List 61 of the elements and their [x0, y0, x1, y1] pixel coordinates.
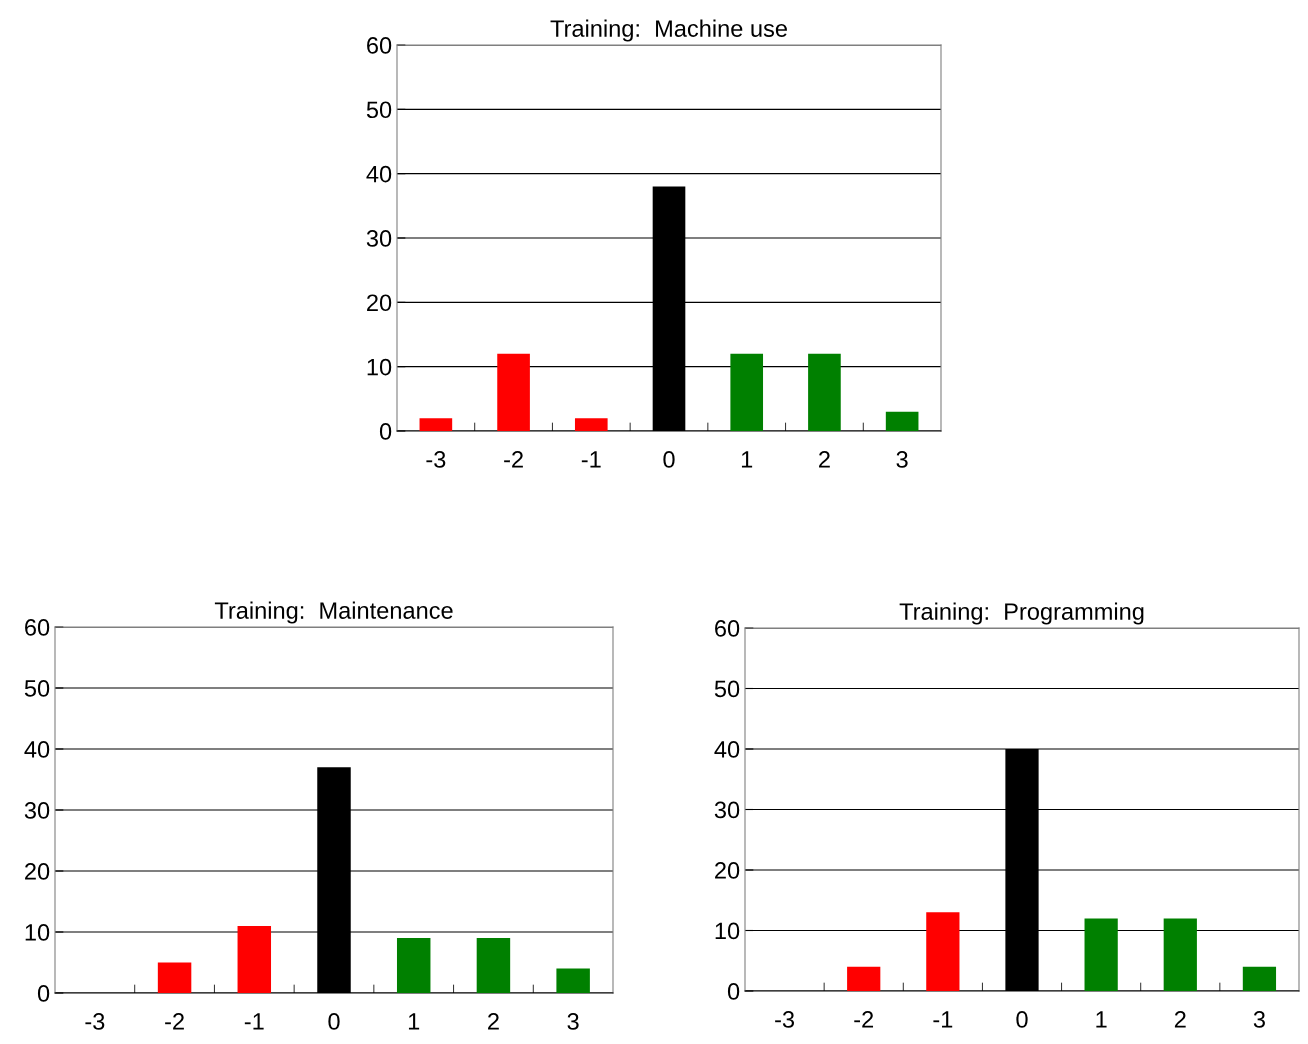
- x-tick-label: 0: [328, 1013, 340, 1030]
- y-tick-label: 0: [37, 985, 50, 1002]
- x-tick-label: 2: [819, 451, 830, 468]
- y-tick-label: 0: [727, 983, 740, 1000]
- y-tick-label: 50: [24, 680, 50, 697]
- y-tick-label: 40: [24, 741, 50, 758]
- x-tick-label: 2: [488, 1013, 499, 1030]
- bar: [926, 912, 960, 991]
- x-tick-label: -2: [504, 451, 523, 468]
- bar: [237, 925, 272, 993]
- x-tick-label: -3: [775, 1011, 795, 1028]
- y-tick-label: 40: [714, 741, 740, 758]
- x-tick-label: -3: [85, 1013, 105, 1030]
- bar: [1084, 918, 1118, 991]
- y-tick-label: 10: [367, 358, 392, 376]
- y-tick-label: 20: [25, 863, 50, 880]
- bar: [808, 353, 841, 431]
- x-tick-label: 3: [896, 451, 908, 468]
- y-tick-label: 60: [367, 37, 392, 54]
- x-tick-label: -1: [244, 1013, 264, 1030]
- x-tick-label: 2: [1174, 1011, 1186, 1028]
- x-tick-label: -1: [581, 451, 601, 468]
- chart-title: Training: Programming: [899, 602, 1144, 625]
- bar: [497, 353, 530, 431]
- x-tick-label: -2: [165, 1013, 184, 1030]
- x-tick-label: -1: [933, 1011, 953, 1028]
- x-tick-label: 0: [1016, 1011, 1028, 1028]
- x-tick-label: 1: [1096, 1011, 1107, 1028]
- y-tick-label: 30: [366, 230, 392, 247]
- bar: [476, 938, 511, 993]
- bar: [157, 962, 192, 993]
- y-tick-label: 30: [714, 801, 740, 819]
- bar: [1242, 966, 1277, 991]
- y-tick-label: 50: [366, 101, 392, 119]
- y-tick-label: 40: [366, 165, 392, 183]
- x-tick-label: -2: [854, 1011, 874, 1028]
- y-tick-label: 60: [715, 620, 740, 637]
- bar: [574, 418, 608, 431]
- x-tick-label: 1: [741, 451, 753, 468]
- y-tick-label: 10: [25, 924, 50, 941]
- x-tick-label: 3: [567, 1013, 579, 1030]
- bar: [1163, 918, 1197, 991]
- x-tick-label: 0: [663, 451, 675, 468]
- y-tick-label: 20: [715, 862, 740, 879]
- y-tick-label: 60: [25, 619, 50, 636]
- y-tick-label: 30: [24, 802, 50, 819]
- bar: [556, 968, 590, 993]
- x-tick-label: 1: [408, 1013, 420, 1030]
- chart-title: Training: Maintenance: [214, 601, 453, 624]
- y-tick-label: 50: [714, 680, 740, 698]
- x-tick-label: 3: [1253, 1011, 1265, 1028]
- x-tick-label: -3: [426, 451, 446, 468]
- bar: [396, 938, 431, 993]
- bar: [847, 966, 881, 991]
- bar: [419, 418, 453, 431]
- bar: [730, 353, 764, 431]
- chart-title: Training: Machine use: [550, 19, 787, 42]
- y-tick-label: 0: [379, 423, 392, 440]
- y-tick-label: 20: [367, 294, 392, 312]
- y-tick-label: 10: [715, 922, 740, 940]
- bar: [885, 411, 919, 431]
